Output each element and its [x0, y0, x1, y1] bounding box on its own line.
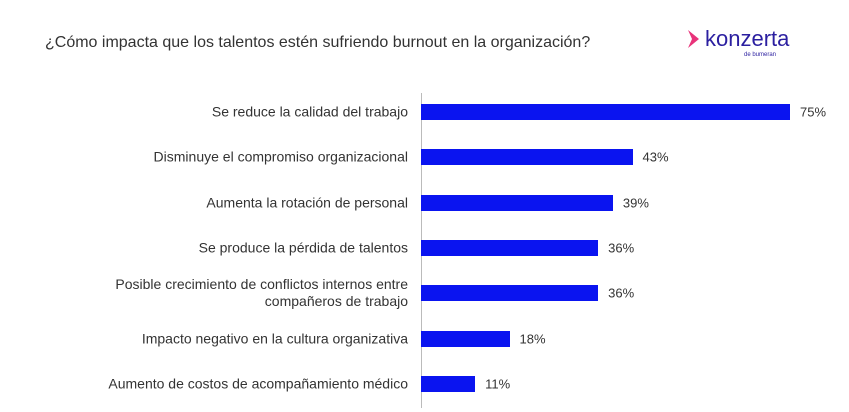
bar — [421, 104, 790, 120]
bar — [421, 239, 599, 256]
logo: konzerta — [705, 26, 790, 51]
bar — [421, 285, 599, 302]
category-label: Aumento de costos de acompañamiento médi… — [108, 375, 408, 392]
category-label: Se produce la pérdida de talentos — [198, 239, 408, 256]
value-label: 18% — [519, 331, 546, 346]
logo-tagline: de bumeran — [744, 52, 777, 58]
logo-icon — [688, 30, 699, 48]
category-label: Aumenta la rotación de personal — [206, 194, 408, 211]
bar — [421, 194, 613, 211]
value-label: 43% — [642, 149, 669, 165]
bar — [421, 375, 476, 392]
category-label: Disminuye el compromiso organizacional — [153, 148, 408, 165]
value-label: 75% — [800, 104, 827, 120]
value-label: 36% — [608, 285, 635, 301]
chart-title: ¿Cómo impacta que los talentos estén suf… — [45, 34, 591, 51]
bar — [421, 330, 510, 347]
category-label: Se reduce la calidad del trabajo — [211, 103, 408, 120]
value-label: 36% — [608, 240, 635, 256]
category-label: Posible crecimiento de conflictos intern… — [115, 276, 408, 310]
value-label: 39% — [622, 195, 649, 211]
bar — [421, 149, 633, 166]
category-label: Impacto negativo en la cultura organizat… — [141, 330, 408, 346]
value-label: 11% — [485, 376, 511, 392]
